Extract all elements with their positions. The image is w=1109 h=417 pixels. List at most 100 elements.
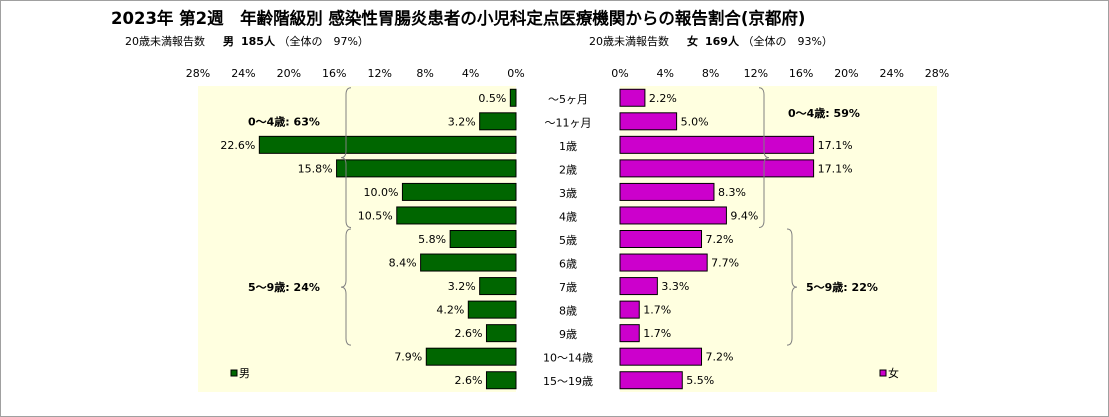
x-tick-label-female: 16% xyxy=(789,67,813,80)
female-value-label: 7.2% xyxy=(706,351,734,364)
female-bar xyxy=(619,300,640,319)
female-value-label: 8.3% xyxy=(718,186,746,199)
male-bar xyxy=(420,253,517,272)
category-label: 8歳 xyxy=(559,305,577,318)
subtitle-male-count: 185人 xyxy=(241,35,275,48)
male-bar xyxy=(485,371,517,390)
category-label: 9歳 xyxy=(559,328,577,341)
category-label: 4歳 xyxy=(559,210,577,223)
age-group-bracket xyxy=(758,87,770,228)
category-label: 3歳 xyxy=(559,187,577,200)
age-group-bracket xyxy=(786,228,798,346)
chart-title: 2023年 第2週 年齢階級別 感染性胃腸炎患者の小児科定点医療機関からの報告割… xyxy=(111,9,806,28)
x-tick-label-female: 8% xyxy=(702,67,719,80)
male-value-label: 8.4% xyxy=(389,257,417,270)
male-bar xyxy=(258,135,517,154)
female-value-label: 17.1% xyxy=(818,162,853,175)
male-value-label: 0.5% xyxy=(478,92,506,105)
subtitle-female-prefix: 20歳未満報告数 xyxy=(589,35,669,48)
female-bar xyxy=(619,347,703,366)
x-tick-label-male: 28% xyxy=(186,67,210,80)
female-value-label: 2.2% xyxy=(649,92,677,105)
x-tick-label-female: 28% xyxy=(925,67,949,80)
x-tick-label-male: 12% xyxy=(367,67,391,80)
category-label: 15～19歳 xyxy=(543,375,593,388)
male-bar xyxy=(336,159,517,178)
male-value-label: 3.2% xyxy=(448,115,476,128)
male-bar xyxy=(425,347,517,366)
female-legend-label: 女 xyxy=(888,366,899,380)
male-value-label: 15.8% xyxy=(298,162,333,175)
male-0-4-share-label: 0～4歳: 63% xyxy=(248,114,320,128)
female-value-label: 7.7% xyxy=(711,257,739,270)
category-label: 2歳 xyxy=(559,163,577,176)
male-bar xyxy=(401,182,517,201)
x-tick-label-male: 20% xyxy=(277,67,301,80)
male-bar xyxy=(396,206,517,225)
male-value-label: 4.2% xyxy=(436,304,464,317)
female-value-label: 7.2% xyxy=(706,233,734,246)
female-value-label: 3.3% xyxy=(661,280,689,293)
male-value-label: 2.6% xyxy=(455,374,483,387)
category-label: 1歳 xyxy=(559,140,577,153)
x-tick-label-male: 8% xyxy=(416,67,433,80)
male-5-9-share-label: 5～9歳: 24% xyxy=(248,280,320,294)
category-label: 6歳 xyxy=(559,258,577,271)
female-bar xyxy=(619,253,708,272)
female-bar xyxy=(619,182,715,201)
male-value-label: 10.5% xyxy=(358,209,393,222)
female-value-label: 5.5% xyxy=(686,374,714,387)
subtitle-female: 20歳未満報告数 女 169人 （全体の 93%） xyxy=(589,33,833,49)
male-bar xyxy=(449,230,517,248)
male-value-label: 10.0% xyxy=(363,186,398,199)
female-0-4-share-label: 0～4歳: 59% xyxy=(788,106,860,120)
female-bar xyxy=(619,206,727,225)
age-group-bracket xyxy=(340,228,352,346)
subtitle-female-share: （全体の 93%） xyxy=(742,35,833,48)
subtitle-female-count: 169人 xyxy=(705,35,739,48)
category-label: ～11ヶ月 xyxy=(545,116,592,129)
female-bar xyxy=(619,112,678,131)
female-value-label: 5.0% xyxy=(681,115,709,128)
male-bar xyxy=(479,277,517,296)
x-tick-label-male: 4% xyxy=(462,67,479,80)
male-bar xyxy=(485,324,517,343)
female-value-label: 9.4% xyxy=(730,209,758,222)
subtitle-male-prefix: 20歳未満報告数 xyxy=(125,35,205,48)
male-value-label: 22.6% xyxy=(220,139,255,152)
male-value-label: 7.9% xyxy=(394,351,422,364)
age-group-bracket xyxy=(340,87,352,228)
category-label: 7歳 xyxy=(559,281,577,294)
female-value-label: 1.7% xyxy=(643,304,671,317)
male-bar xyxy=(509,88,517,107)
x-tick-label-male: 0% xyxy=(507,67,524,80)
female-5-9-share-label: 5～9歳: 22% xyxy=(806,280,878,294)
female-legend-swatch xyxy=(879,369,887,377)
female-bar xyxy=(619,371,683,390)
category-label: 10～14歳 xyxy=(543,352,593,365)
male-value-label: 5.8% xyxy=(418,233,446,246)
x-tick-label-female: 4% xyxy=(657,67,674,80)
x-tick-label-male: 16% xyxy=(322,67,346,80)
female-bar xyxy=(619,277,658,296)
subtitle-male-share: （全体の 97%） xyxy=(278,35,369,48)
female-bar xyxy=(619,135,815,154)
x-tick-label-male: 24% xyxy=(231,67,255,80)
male-bar xyxy=(467,300,517,319)
male-value-label: 2.6% xyxy=(455,327,483,340)
x-tick-label-female: 0% xyxy=(611,67,628,80)
x-tick-label-female: 20% xyxy=(834,67,858,80)
female-bar xyxy=(619,159,815,178)
male-legend-swatch xyxy=(230,369,238,377)
female-bar xyxy=(619,324,640,343)
female-value-label: 17.1% xyxy=(818,139,853,152)
subtitle-female-sex: 女 xyxy=(687,35,698,48)
x-tick-label-female: 12% xyxy=(744,67,768,80)
male-bar xyxy=(479,112,517,131)
category-label: ～5ヶ月 xyxy=(548,93,588,106)
female-bar xyxy=(619,88,646,107)
female-bar xyxy=(619,230,703,248)
subtitle-male-sex: 男 xyxy=(223,35,234,48)
male-value-label: 3.2% xyxy=(448,280,476,293)
